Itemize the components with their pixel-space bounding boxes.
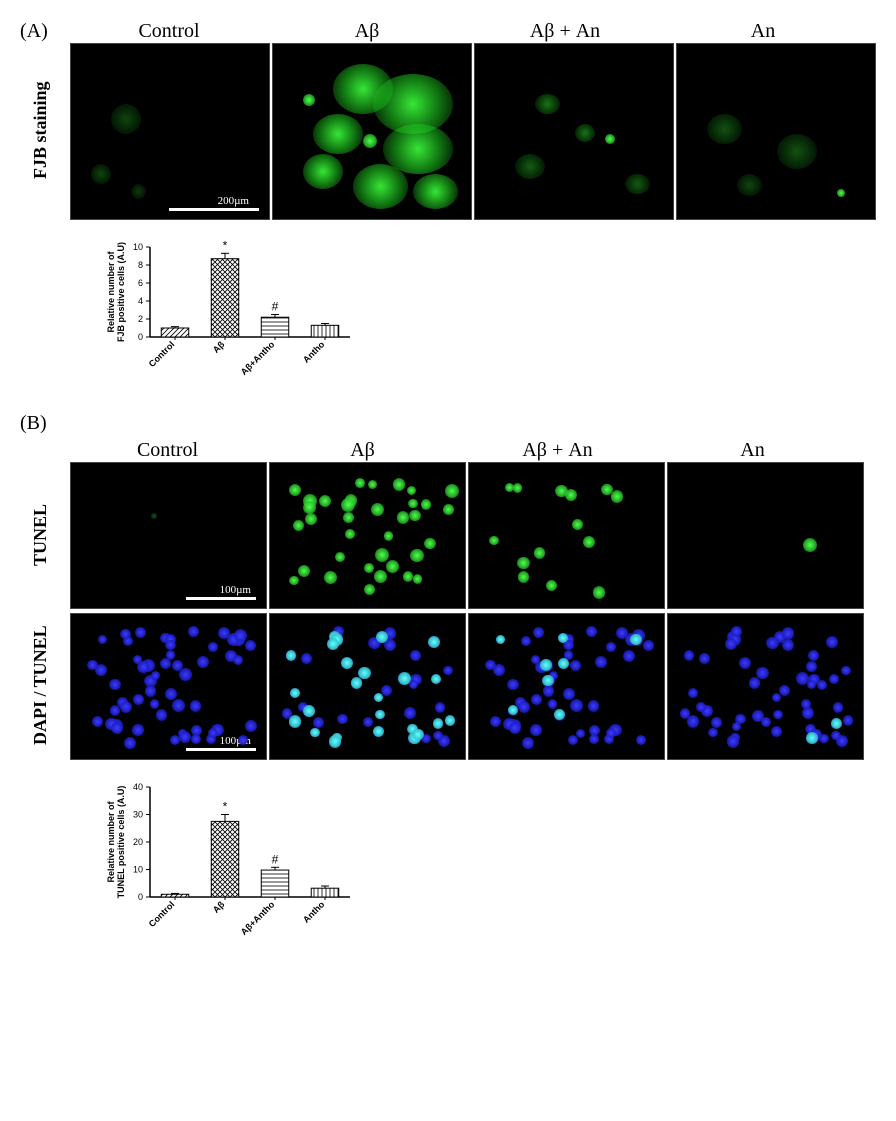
panel-a-image-row: 200µm xyxy=(70,43,876,220)
svg-text:Relative number of: Relative number of xyxy=(106,250,116,332)
svg-text:Aβ+Antho: Aβ+Antho xyxy=(239,339,277,377)
svg-text:FJB positive cells (A.U): FJB positive cells (A.U) xyxy=(116,242,126,342)
col-header: Aβ + An xyxy=(460,439,655,462)
panel-b-col-headers: Control Aβ Aβ + An An xyxy=(70,439,876,462)
panel-b-chart: 0 10 20 30 40 Relative number ofTUNEL positiv… xyxy=(100,772,876,952)
panel-b-row-label-tunel: TUNEL xyxy=(30,462,51,607)
micrograph-fjb-an xyxy=(676,43,876,220)
svg-text:10: 10 xyxy=(133,865,143,875)
scale-bar-text: 200µm xyxy=(218,195,249,207)
svg-text:Aβ: Aβ xyxy=(211,339,227,355)
micrograph-tunel-an xyxy=(667,462,864,609)
micrograph-tunel-ab xyxy=(269,462,466,609)
col-header: Aβ xyxy=(265,439,460,462)
svg-text:Antho: Antho xyxy=(301,899,327,925)
svg-text:Antho: Antho xyxy=(301,339,327,365)
scale-bar-text: 100µm xyxy=(220,584,251,596)
panel-b-tunel-row: 100µm xyxy=(70,462,876,609)
panel-a-row-label: FJB staining xyxy=(30,43,51,218)
svg-text:Control: Control xyxy=(147,339,177,369)
svg-text:#: # xyxy=(272,300,279,314)
micrograph-tunel-control: 100µm xyxy=(70,462,267,609)
svg-text:Aβ+Antho: Aβ+Antho xyxy=(239,899,277,937)
micrograph-fjb-ab-an xyxy=(474,43,674,220)
micrograph-tunel-ab-an xyxy=(468,462,665,609)
panel-a-label: (A) xyxy=(20,20,48,43)
svg-text:Relative number of: Relative number of xyxy=(106,800,116,882)
svg-text:40: 40 xyxy=(133,782,143,792)
svg-text:#: # xyxy=(272,852,279,866)
col-header: An xyxy=(664,20,862,43)
figure: (A) Control Aβ Aβ + An An FJB staining 2… xyxy=(20,20,876,952)
panel-a-col-headers: Control Aβ Aβ + An An xyxy=(70,20,876,43)
micrograph-dapi-ab-an xyxy=(468,613,665,760)
col-header: Control xyxy=(70,439,265,462)
svg-text:8: 8 xyxy=(138,260,143,270)
svg-text:20: 20 xyxy=(133,837,143,847)
micrograph-fjb-control: 200µm xyxy=(70,43,270,220)
micrograph-dapi-ab xyxy=(269,613,466,760)
svg-text:*: * xyxy=(223,800,228,814)
panel-a-chart: 0 2 4 6 8 10 Relative number ofFJB positive ce… xyxy=(100,232,876,392)
micrograph-fjb-ab xyxy=(272,43,472,220)
svg-text:6: 6 xyxy=(138,278,143,288)
panel-b-dapi-row: 100µm xyxy=(70,613,876,760)
micrograph-dapi-an xyxy=(667,613,864,760)
col-header: Aβ + An xyxy=(466,20,664,43)
svg-text:30: 30 xyxy=(133,810,143,820)
col-header: Aβ xyxy=(268,20,466,43)
svg-text:*: * xyxy=(223,238,228,252)
panel-b-label: (B) xyxy=(20,412,47,435)
svg-text:Aβ: Aβ xyxy=(211,899,227,915)
svg-text:4: 4 xyxy=(138,296,143,306)
svg-text:0: 0 xyxy=(138,332,143,342)
svg-text:10: 10 xyxy=(133,242,143,252)
svg-text:2: 2 xyxy=(138,314,143,324)
svg-text:0: 0 xyxy=(138,892,143,902)
svg-text:TUNEL positive cells (A.U): TUNEL positive cells (A.U) xyxy=(116,786,126,899)
svg-text:Control: Control xyxy=(147,899,177,929)
col-header: An xyxy=(655,439,850,462)
panel-b-row-label-dapi: DAPI / TUNEL xyxy=(30,613,51,758)
col-header: Control xyxy=(70,20,268,43)
micrograph-dapi-control: 100µm xyxy=(70,613,267,760)
